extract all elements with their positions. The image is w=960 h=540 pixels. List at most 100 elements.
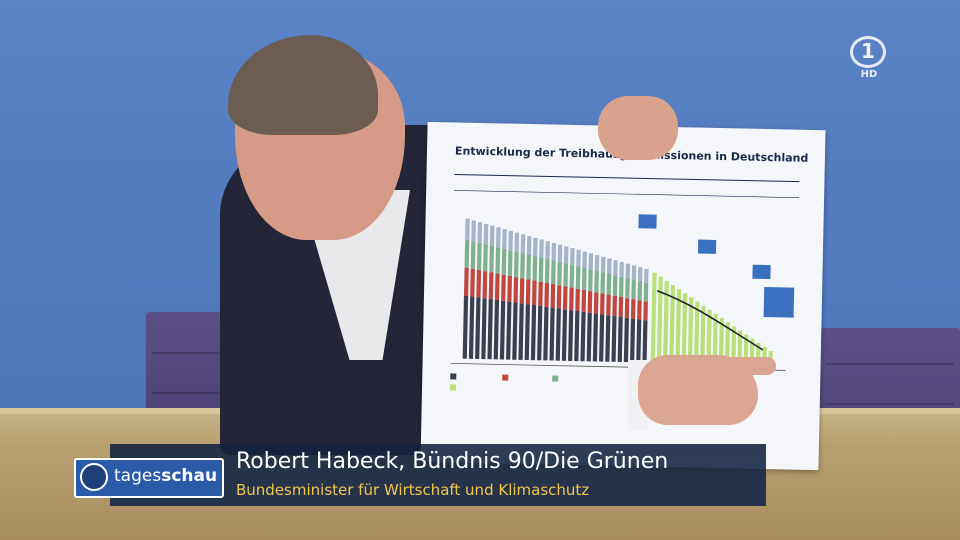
channel-number: 1 bbox=[861, 39, 875, 63]
held-chart-bar-segment bbox=[575, 266, 581, 289]
held-chart-bar-segment bbox=[494, 273, 500, 301]
held-chart-bar-segment bbox=[513, 277, 519, 303]
held-chart-bar-segment bbox=[526, 235, 532, 255]
held-chart-projection-bar bbox=[718, 318, 724, 365]
held-chart-bar-segment bbox=[512, 302, 518, 360]
held-chart-bar-segment bbox=[619, 261, 624, 278]
held-chart-bar-segment bbox=[538, 281, 543, 306]
held-chart-bar-segment bbox=[569, 287, 574, 311]
held-chart-bar-segment bbox=[617, 316, 623, 362]
held-chart-bar-segment bbox=[544, 259, 550, 283]
held-chart-bar-segment bbox=[637, 267, 643, 282]
held-chart-bar-segment bbox=[605, 315, 611, 362]
held-chart-bar-segment bbox=[483, 223, 489, 245]
held-chart-bar-segment bbox=[636, 319, 642, 363]
held-chart-bar-segment bbox=[543, 306, 549, 361]
held-chart-bar-segment bbox=[563, 263, 569, 287]
held-chart-bar-segment bbox=[581, 289, 587, 312]
held-chart-bar-segment bbox=[502, 229, 507, 249]
held-chart-bar-segment bbox=[468, 296, 475, 359]
held-chart-bar-segment bbox=[575, 288, 580, 312]
held-chart-bar-segment bbox=[568, 310, 574, 361]
held-chart-bar-segment bbox=[580, 311, 586, 362]
held-chart-bar-segment bbox=[592, 313, 599, 362]
held-chart-bar-segment bbox=[531, 280, 537, 306]
held-chart-projection-bar bbox=[681, 293, 688, 364]
held-chart-bar-segment bbox=[477, 222, 483, 243]
held-chart-bar-segment bbox=[625, 278, 630, 299]
held-chart-bar-segment bbox=[607, 258, 612, 275]
held-chart-bar-segment bbox=[471, 220, 476, 242]
held-chart-bar-segment bbox=[549, 307, 555, 361]
held-chart-bar-segment bbox=[625, 263, 631, 279]
held-chart-bar-segment bbox=[644, 268, 649, 283]
held-chart-bar-segment bbox=[513, 251, 519, 278]
held-chart-bar-segment bbox=[470, 241, 476, 269]
lower-third-name: Robert Habeck, Bündnis 90/Die Grünen bbox=[236, 449, 669, 474]
held-chart-bar-segment bbox=[508, 230, 513, 251]
held-chart-bar-segment bbox=[600, 293, 605, 315]
held-chart-projection-bar bbox=[731, 326, 737, 365]
held-chart-bar-segment bbox=[630, 318, 636, 363]
held-chart-bar-segment bbox=[588, 269, 593, 292]
held-chart-bar-segment bbox=[526, 254, 532, 280]
held-chart-bar-segment bbox=[487, 299, 493, 360]
held-chart-bar-segment bbox=[551, 260, 556, 285]
held-chart-bar-segment bbox=[618, 276, 624, 298]
held-chart-projection-bar bbox=[663, 280, 669, 363]
held-chart-bar-segment bbox=[489, 245, 495, 273]
held-chart-projection-bar bbox=[737, 330, 743, 365]
held-chart-bar-segment bbox=[520, 234, 526, 254]
held-chart-bar-segment bbox=[562, 286, 568, 310]
lower-third-role: Bundesminister für Wirtschaft und Klimas… bbox=[236, 481, 590, 499]
held-chart-bar-segment bbox=[495, 247, 501, 274]
held-chart-bar-segment bbox=[465, 218, 470, 240]
wordmark-bold: schau bbox=[161, 466, 218, 486]
held-chart-bar-segment bbox=[588, 253, 594, 270]
held-chart-bar-segment bbox=[582, 251, 587, 269]
held-chart-bar-segment bbox=[612, 295, 618, 317]
held-chart-bar-segment bbox=[631, 265, 637, 280]
held-chart-bar-segment bbox=[556, 285, 562, 309]
presenter-hand-holding bbox=[598, 96, 678, 160]
held-chart-bar-segment bbox=[600, 256, 606, 273]
held-chart-bar-segment bbox=[642, 320, 648, 363]
held-chart-bar-segment bbox=[643, 282, 649, 302]
held-chart-bar-segment bbox=[476, 242, 482, 271]
tagesschau-globe-icon bbox=[80, 463, 108, 491]
held-chart-bar-segment bbox=[550, 284, 556, 308]
wordmark-regular: tages bbox=[114, 466, 162, 486]
held-chart-bar-segment bbox=[488, 272, 494, 300]
held-chart-bar-segment bbox=[501, 274, 506, 301]
held-chart-bar-segment bbox=[538, 257, 544, 282]
held-chart-bar-segment bbox=[539, 239, 544, 258]
held-chart-bar-segment bbox=[519, 278, 525, 304]
held-chart-bar-segment bbox=[586, 312, 592, 362]
held-chart-bar-segment bbox=[464, 239, 470, 268]
held-chart-bar-segment bbox=[594, 270, 599, 293]
presenter-index-finger bbox=[700, 357, 776, 375]
held-chart-bar-segment bbox=[606, 294, 611, 316]
held-chart-projection-bar bbox=[700, 305, 706, 364]
channel-bug: 1 HD bbox=[848, 36, 890, 80]
held-chart-bar-segment bbox=[643, 301, 648, 321]
held-chart-bar-segment bbox=[545, 241, 550, 260]
held-chart-bar-segment bbox=[637, 281, 643, 301]
held-chart-bar-segment bbox=[537, 305, 543, 361]
held-chart-bar-segment bbox=[501, 248, 507, 275]
held-chart-bar-segment bbox=[544, 282, 550, 307]
held-chart-bar-segment bbox=[600, 272, 606, 294]
held-chart-bar-segment bbox=[506, 301, 512, 360]
held-chart-bar-segment bbox=[594, 255, 600, 272]
held-chart-bar-segment bbox=[463, 267, 469, 296]
ard-logo-icon bbox=[850, 36, 886, 68]
held-chart-bar-segment bbox=[618, 296, 624, 317]
held-chart-bar-segment bbox=[613, 260, 618, 276]
held-chart-bar-segment bbox=[481, 298, 487, 360]
held-chart-projection-bar bbox=[694, 301, 700, 364]
held-chart-sheet: Entwicklung der Treibhausgasemissionen i… bbox=[420, 121, 826, 471]
held-chart-projection-bar bbox=[656, 276, 663, 363]
held-chart-bar-segment bbox=[551, 242, 557, 261]
held-chart-bar-segment bbox=[530, 305, 537, 361]
held-chart-bar-segment bbox=[476, 270, 482, 298]
